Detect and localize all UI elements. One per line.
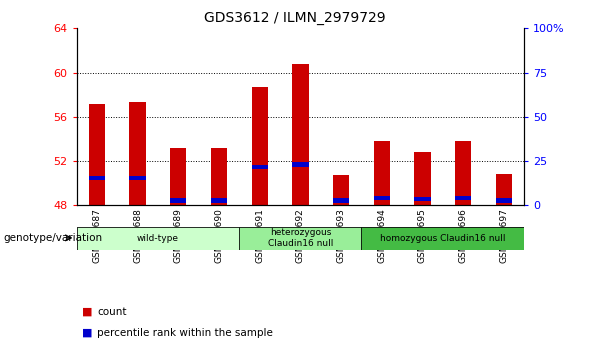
Bar	[496, 175, 512, 205]
Bar	[211, 198, 227, 202]
Bar	[373, 196, 390, 200]
Bar	[455, 196, 471, 200]
Bar	[130, 102, 145, 205]
Bar	[89, 103, 105, 205]
Bar	[414, 152, 431, 205]
Bar	[252, 87, 268, 205]
Text: homozygous Claudin16 null: homozygous Claudin16 null	[380, 234, 505, 242]
Bar	[89, 176, 105, 181]
Text: ■: ■	[82, 307, 93, 316]
Bar	[414, 197, 431, 201]
Bar	[211, 148, 227, 205]
Bar	[455, 141, 471, 205]
Bar	[333, 198, 349, 202]
Text: wild-type: wild-type	[137, 234, 179, 242]
Bar	[77, 227, 239, 250]
Text: count: count	[97, 307, 127, 316]
Text: ■: ■	[82, 328, 93, 338]
Bar	[362, 227, 524, 250]
Bar	[130, 176, 145, 181]
Text: genotype/variation: genotype/variation	[3, 233, 102, 243]
Bar	[239, 227, 362, 250]
Bar	[333, 176, 349, 205]
Bar	[373, 141, 390, 205]
Text: GDS3612 / ILMN_2979729: GDS3612 / ILMN_2979729	[204, 11, 385, 25]
Bar	[170, 148, 187, 205]
Text: percentile rank within the sample: percentile rank within the sample	[97, 328, 273, 338]
Bar	[496, 198, 512, 202]
Text: heterozygous
Claudin16 null: heterozygous Claudin16 null	[268, 228, 333, 248]
Bar	[292, 64, 309, 205]
Bar	[292, 162, 309, 167]
Bar	[170, 198, 187, 202]
Bar	[252, 165, 268, 169]
